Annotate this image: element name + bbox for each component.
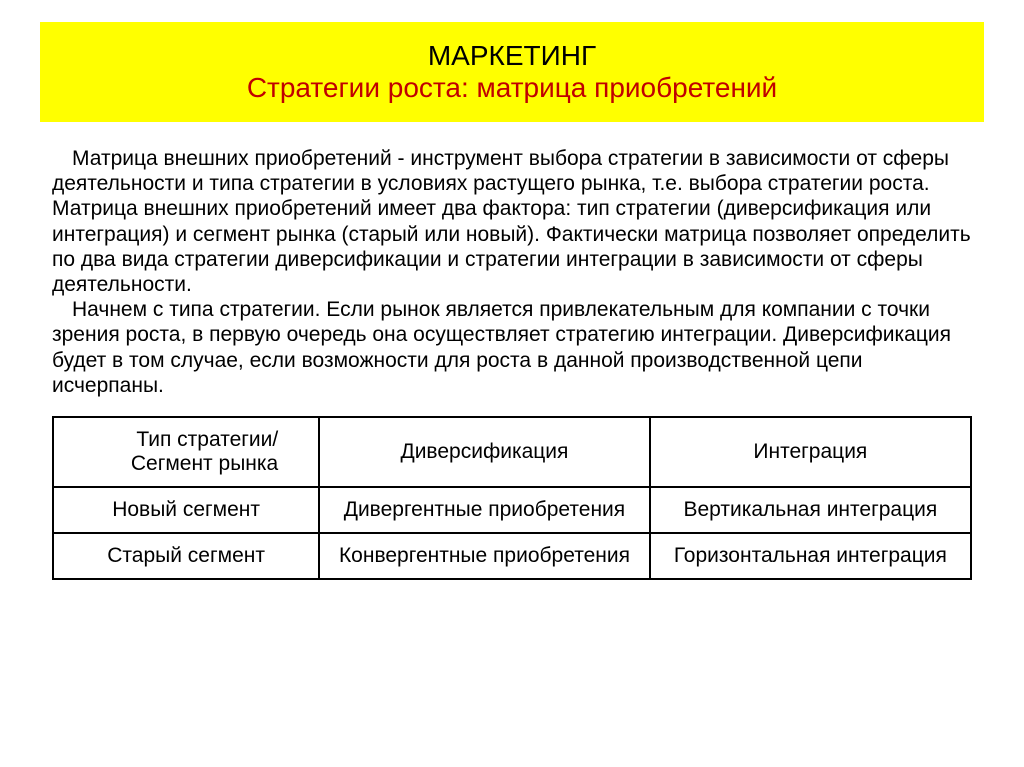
title-line2: Стратегии роста: матрица приобретений bbox=[60, 72, 964, 104]
table-row: Тип стратегии/ Сегмент рынка Диверсифика… bbox=[53, 417, 971, 487]
title-banner: МАРКЕТИНГ Стратегии роста: матрица приоб… bbox=[40, 22, 984, 122]
table-cell-header-corner: Тип стратегии/ Сегмент рынка bbox=[53, 417, 319, 487]
table-cell-header-integration: Интеграция bbox=[650, 417, 971, 487]
table-row: Новый сегмент Дивергентные приобретения … bbox=[53, 487, 971, 533]
table-cell-convergent: Конвергентные приобретения bbox=[319, 533, 649, 579]
table-cell-old-segment: Старый сегмент bbox=[53, 533, 319, 579]
table-cell-header-diversification: Диверсификация bbox=[319, 417, 649, 487]
table-cell-horizontal: Горизонтальная интеграция bbox=[650, 533, 971, 579]
acquisition-matrix-table: Тип стратегии/ Сегмент рынка Диверсифика… bbox=[52, 416, 972, 580]
table-row: Старый сегмент Конвергентные приобретени… bbox=[53, 533, 971, 579]
paragraph-1: Матрица внешних приобретений - инструмен… bbox=[52, 146, 972, 297]
body-text: Матрица внешних приобретений - инструмен… bbox=[40, 146, 984, 398]
title-line1: МАРКЕТИНГ bbox=[60, 40, 964, 72]
table-cell-vertical: Вертикальная интеграция bbox=[650, 487, 971, 533]
table-cell-new-segment: Новый сегмент bbox=[53, 487, 319, 533]
paragraph-2: Начнем с типа стратегии. Если рынок явля… bbox=[52, 297, 972, 398]
table-cell-divergent: Дивергентные приобретения bbox=[319, 487, 649, 533]
